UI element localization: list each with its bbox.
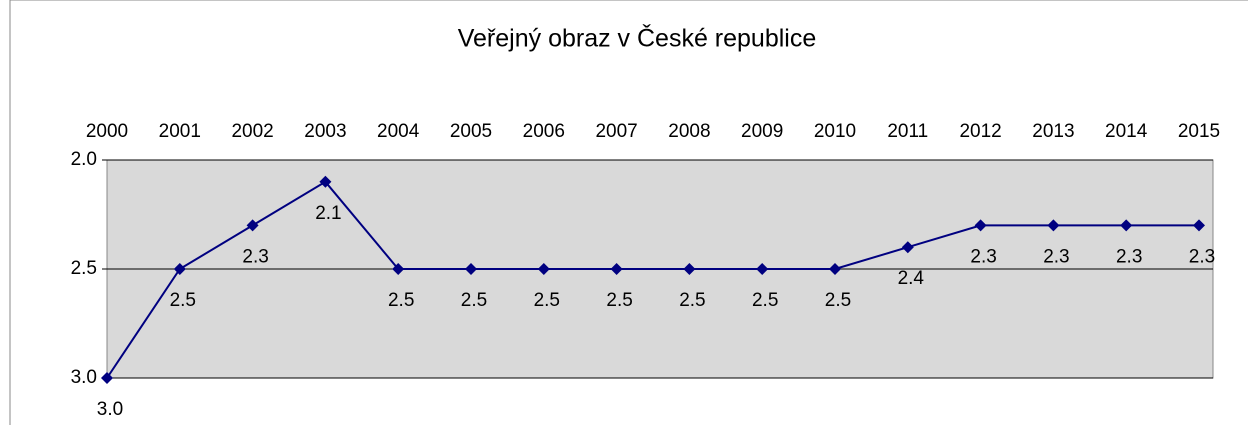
data-point (319, 175, 332, 188)
x-tick-label: 2010 (814, 121, 856, 142)
y-tick-label: 3.0 (71, 367, 97, 388)
x-tick-label: 2001 (159, 121, 201, 142)
x-tick-label: 2004 (377, 121, 420, 142)
data-label: 2.5 (679, 290, 705, 311)
data-point (756, 263, 769, 275)
x-tick-label: 2006 (523, 121, 565, 142)
data-point (173, 263, 186, 275)
data-point (392, 263, 405, 275)
data-point (465, 263, 477, 275)
x-tick-label: 2015 (1178, 121, 1220, 142)
data-label: 2.5 (606, 290, 632, 311)
data-label: 2.1 (315, 203, 341, 224)
data-label: 2.5 (461, 290, 487, 311)
data-point (610, 263, 623, 275)
chart-title: Veřejný obraz v České republice (458, 24, 817, 53)
data-point (901, 241, 914, 254)
x-tick-label: 2002 (231, 121, 273, 142)
data-label: 2.5 (752, 290, 778, 311)
x-tick-label: 2013 (1032, 121, 1074, 142)
data-line (106, 180, 1199, 379)
data-point (1120, 219, 1133, 232)
data-point (246, 219, 259, 232)
data-label: 2.5 (825, 290, 851, 311)
data-label: 2.3 (242, 246, 268, 267)
data-label: 2.5 (170, 290, 196, 311)
y-tick-label: 2.0 (71, 149, 97, 170)
data-label: 2.3 (970, 246, 996, 267)
data-label: 2.3 (1043, 246, 1069, 267)
data-point (974, 219, 987, 232)
x-tick-label: 2014 (1105, 121, 1148, 142)
x-tick-label: 2008 (668, 121, 710, 142)
x-tick-label: 2009 (741, 121, 783, 142)
data-label: 2.3 (1189, 246, 1215, 267)
x-tick-label: 2012 (959, 121, 1001, 142)
data-point (1047, 219, 1060, 232)
data-point (537, 263, 550, 275)
data-point (101, 372, 113, 384)
chart-border (9, 0, 1248, 425)
x-tick-label: 2007 (595, 121, 637, 142)
data-label: 2.5 (388, 290, 414, 311)
data-label: 2.5 (534, 290, 560, 311)
data-point (829, 263, 841, 275)
data-label: 2.3 (1116, 246, 1142, 267)
data-label: 2.4 (898, 268, 925, 289)
x-tick-label: 2000 (86, 121, 128, 142)
data-label: 3.0 (97, 399, 123, 420)
data-point (683, 263, 696, 275)
x-tick-label: 2003 (304, 121, 346, 142)
x-tick-label: 2011 (887, 121, 928, 142)
y-tick-label: 2.5 (71, 258, 97, 279)
data-point (1193, 219, 1205, 232)
x-tick-label: 2005 (450, 121, 492, 142)
